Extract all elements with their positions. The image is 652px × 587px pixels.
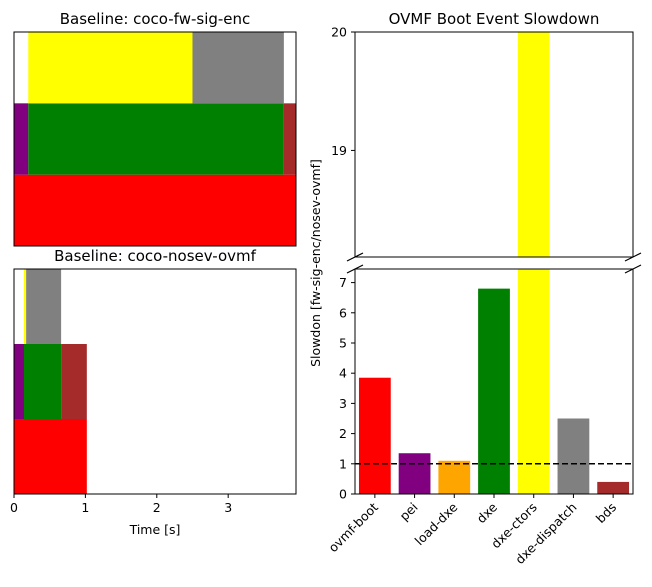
slowdown-x-tick-label: bds — [593, 500, 619, 526]
slowdown-y-ticks: 19 20 0 1 2 3 4 5 6 7 — [331, 25, 355, 502]
slowdown-lower-y-tick-label: 4 — [339, 366, 347, 381]
timeline-x-axis-label: Time [s] — [129, 522, 181, 537]
nosev-ovmf-segment-bds — [61, 344, 87, 419]
slowdown-bar-dxe — [478, 288, 510, 494]
timeline-nosev-ovmf-bars — [14, 269, 87, 494]
slowdown-bar-ovmf-boot — [358, 377, 391, 494]
nosev-ovmf-segment-dxe-dispatch — [26, 269, 62, 344]
slowdown-bars — [358, 32, 630, 494]
slowdown-chart-title: OVMF Boot Event Slowdown — [389, 10, 600, 28]
axis-break-marks — [346, 252, 642, 274]
timeline-x-tick-label: 3 — [224, 500, 232, 515]
timeline-x-tick-label: 0 — [10, 500, 18, 515]
slowdown-lower-y-tick-label: 6 — [339, 305, 347, 320]
timeline-nosev-ovmf-frame — [13, 268, 297, 495]
fw-sig-enc-segment-pei — [14, 103, 29, 175]
timeline-fw-sig-enc-bars — [14, 32, 296, 246]
fw-sig-enc-segment-bds — [283, 103, 296, 175]
timeline-fw-sig-enc-panel: Baseline: coco-fw-sig-enc — [13, 10, 297, 247]
timeline-x-ticks: 0 1 2 3 — [10, 494, 232, 515]
axis-break-mark — [346, 252, 364, 262]
timeline-x-tick-label: 2 — [153, 500, 161, 515]
slowdown-bar-upper-dxe-ctors — [517, 32, 550, 257]
slowdown-bar-bds — [597, 481, 630, 494]
slowdown-chart-panel: OVMF Boot Event Slowdown 19 20 0 1 2 3 4 5 6 7 ov… — [308, 10, 642, 567]
slowdown-lower-y-tick-label: 2 — [339, 426, 347, 441]
fw-sig-enc-segment-ovmf-boot — [14, 174, 296, 246]
fw-sig-enc-segment-dxe-dispatch — [192, 32, 284, 104]
slowdown-x-tick-label: load-dxe — [412, 499, 461, 548]
timeline-nosev-ovmf-panel: Baseline: coco-nosev-ovmf 0 1 2 3 Time [s] — [10, 247, 297, 537]
timeline-fw-sig-enc-frame — [13, 31, 297, 247]
slowdown-x-tick-label: pei — [397, 500, 421, 524]
timeline-nosev-ovmf-title: Baseline: coco-nosev-ovmf — [54, 247, 257, 265]
slowdown-upper-frame — [354, 31, 634, 258]
nosev-ovmf-segment-pei — [14, 344, 24, 419]
nosev-ovmf-segment-dxe-ctors — [23, 269, 27, 344]
axis-break-mark — [624, 264, 642, 274]
axis-break-mark — [624, 252, 642, 262]
nosev-ovmf-segment-dxe — [23, 344, 62, 419]
slowdown-bar-load-dxe — [438, 460, 471, 494]
timeline-x-tick-label: 1 — [81, 500, 89, 515]
slowdown-x-tick-label: dxe — [474, 499, 501, 526]
fw-sig-enc-segment-dxe-ctors — [28, 32, 193, 104]
slowdown-lower-y-tick-label: 5 — [339, 335, 347, 350]
slowdown-lower-y-tick-label: 0 — [339, 487, 347, 502]
slowdown-y-axis-label: Slowdon [fw-sig-enc/nosev-ovmf] — [308, 159, 323, 367]
slowdown-bar-dxe-ctors — [517, 269, 550, 494]
slowdown-bar-pei — [398, 453, 431, 494]
slowdown-lower-y-tick-label: 3 — [339, 396, 347, 411]
nosev-ovmf-segment-ovmf-boot — [14, 419, 87, 494]
slowdown-upper-y-tick-label: 20 — [331, 25, 347, 40]
slowdown-bar-dxe-dispatch — [557, 418, 590, 494]
slowdown-upper-y-tick-label: 19 — [331, 143, 347, 158]
slowdown-lower-y-tick-label: 1 — [339, 456, 347, 471]
slowdown-lower-y-tick-label: 7 — [339, 275, 347, 290]
timeline-fw-sig-enc-title: Baseline: coco-fw-sig-enc — [60, 10, 251, 28]
fw-sig-enc-segment-dxe — [28, 103, 284, 175]
slowdown-x-tick-label: ovmf-boot — [325, 499, 381, 555]
axis-break-mark — [346, 264, 364, 274]
